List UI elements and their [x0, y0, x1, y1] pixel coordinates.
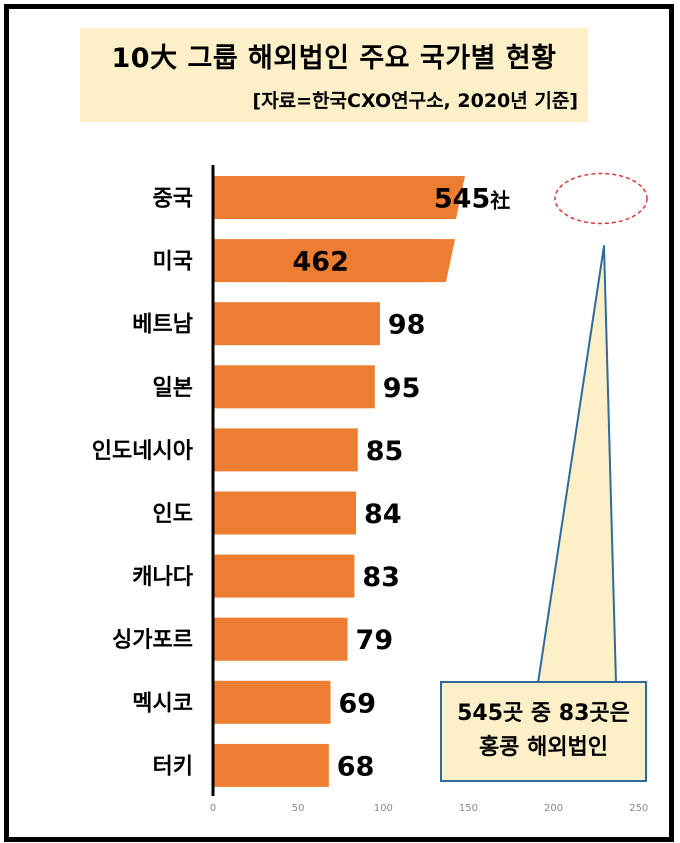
bar-segment-right	[425, 176, 465, 219]
x-tick-label: 150	[459, 803, 478, 814]
highlight-ellipse	[554, 172, 648, 225]
chart-title: 10大 그룹 해외법인 주요 국가별 현황	[111, 43, 557, 74]
value-label: 85	[366, 436, 404, 467]
value-label: 462	[293, 247, 349, 278]
bar	[213, 302, 380, 346]
bar	[213, 743, 329, 787]
callout-pointer	[537, 245, 617, 684]
callout-box: 545곳 중 83곳은 홍콩 해외법인	[440, 681, 647, 782]
callout-line-1: 545곳 중 83곳은	[457, 701, 630, 726]
value-label: 84	[364, 499, 402, 530]
value-label: 545社	[434, 184, 510, 215]
bar	[213, 365, 375, 409]
bar	[213, 491, 357, 535]
category-label: 일본	[153, 376, 193, 401]
value-label: 68	[337, 751, 375, 782]
category-label: 인도네시아	[92, 439, 194, 464]
value-label: 95	[383, 373, 421, 404]
callout-line-2: 홍콩 해외법인	[478, 735, 609, 760]
bar	[213, 680, 331, 724]
x-tick-label: 200	[544, 803, 563, 814]
x-tick-label: 50	[292, 803, 305, 814]
category-label: 싱가포르	[112, 628, 193, 653]
x-tick-label: 250	[629, 803, 648, 814]
category-label: 캐나다	[132, 565, 193, 590]
category-label: 중국	[153, 187, 193, 212]
value-label: 69	[339, 688, 377, 719]
category-label: 멕시코	[132, 691, 193, 716]
value-label: 98	[388, 310, 426, 341]
bar	[213, 617, 348, 661]
x-tick-label: 100	[374, 803, 393, 814]
chart-source: [자료=한국CXO연구소, 2020년 기준]	[252, 90, 578, 112]
category-label: 터키	[153, 754, 193, 779]
bar	[213, 428, 358, 472]
category-label: 인도	[153, 502, 193, 527]
x-tick-label: 0	[210, 803, 216, 814]
title-box: 10大 그룹 해외법인 주요 국가별 현황 [자료=한국CXO연구소, 2020…	[80, 28, 588, 122]
category-label: 베트남	[132, 313, 193, 338]
bar	[213, 554, 355, 598]
bar-segment-left	[213, 176, 447, 219]
category-label: 미국	[153, 250, 193, 275]
bar-segment-right	[284, 239, 455, 283]
value-label: 79	[356, 625, 394, 656]
value-label: 83	[362, 562, 400, 593]
